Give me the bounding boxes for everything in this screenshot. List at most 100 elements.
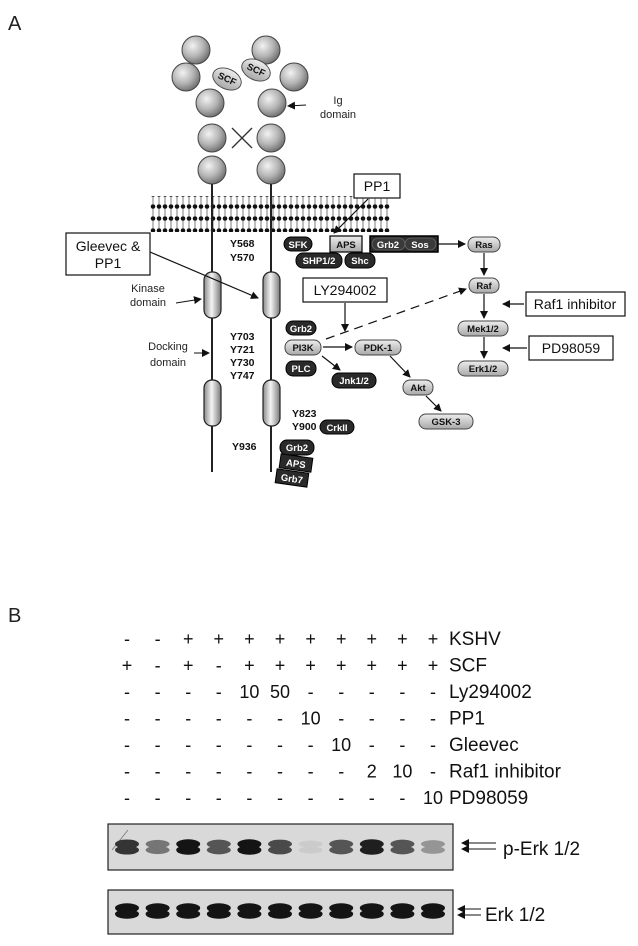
residue-label: Y568 [230,238,255,250]
svg-text:SHP1/2: SHP1/2 [303,256,336,267]
treatment-cell: + [305,656,316,676]
blot-label: p-Erk 1/2 [503,839,580,860]
kinase-domain [262,271,281,319]
treatment-cell: + [397,629,408,649]
treatment-cell: - [124,682,130,702]
blot-band [115,845,139,855]
svg-text:Grb2: Grb2 [290,324,312,335]
treatment-cell: - [155,762,161,782]
treatment-cell: - [277,762,283,782]
blot-band [145,909,170,919]
treatment-cell: - [216,762,222,782]
treatment-cell: - [216,735,222,755]
treatment-cell: - [338,709,344,729]
scf-ligand: SCF [241,58,271,82]
svg-text:Grb2: Grb2 [286,443,308,454]
blot-band [176,845,201,855]
inhibitor-pp1: PP1 [333,173,401,234]
svg-text:Raf: Raf [476,281,492,292]
inhibitor-ly294002: LY294002 [302,277,388,332]
condition-label: PP1 [449,709,485,730]
kinase-domain [262,379,281,427]
svg-text:PP1: PP1 [364,178,391,194]
molecule-aps: APS [329,235,363,253]
kinase-domain [203,379,222,427]
treatment-cell: - [399,709,405,729]
blot-band [237,845,262,855]
treatment-cell: + [275,629,286,649]
scf-ligand: SCF [212,67,242,91]
molecule-aps-bottom: APS [278,453,314,473]
svg-text:PDK-1: PDK-1 [364,343,393,354]
treatment-cell: 2 [367,762,377,782]
treatment-cell: - [124,762,130,782]
condition-label: KSHV [449,629,501,650]
blot-erk: Erk 1/2 [107,889,545,935]
treatment-cell: - [246,788,252,808]
treatment-cell: - [277,709,283,729]
treatment-cell: + [244,656,255,676]
molecule-grb2: Grb2 [285,320,317,336]
treatment-cell: - [246,735,252,755]
blot-band [145,845,170,855]
svg-text:Sos: Sos [411,240,428,251]
ig-label: Ig [333,95,342,107]
blot-band [390,839,415,849]
blot-band [359,909,384,919]
blot-label: Erk 1/2 [485,905,545,926]
molecule-plc: PLC [285,360,317,377]
molecule-akt: Akt [402,379,434,396]
blot-band [329,845,354,855]
treatment-cell: + [244,629,255,649]
residue-label: Y823 [292,408,317,420]
treatment-cell: + [183,656,194,676]
treatment-cell: - [369,682,375,702]
treatment-cell: - [308,762,314,782]
treatment-cell: - [155,735,161,755]
residue-label: Y747 [230,370,255,382]
kinase-domain [203,271,222,319]
blot-band [206,839,231,849]
svg-text:PD98059: PD98059 [542,340,601,356]
treatment-cell: - [124,629,130,649]
treatment-cell: + [428,629,439,649]
svg-text:Shc: Shc [351,256,368,267]
condition-label: Ly294002 [449,682,532,703]
molecule-raf: Raf [468,277,500,294]
condition-label: Gleevec [449,735,519,756]
dimer-cross [231,127,253,149]
treatment-cell: - [277,788,283,808]
treatment-cell: - [246,762,252,782]
molecule-erk: Erk1/2 [457,360,509,377]
treatment-cell: - [155,788,161,808]
svg-text:Grb7: Grb7 [280,472,304,486]
treatment-cell: - [155,656,161,676]
svg-text:PI3K: PI3K [292,343,313,354]
treatment-cell: - [369,788,375,808]
svg-text:SFK: SFK [289,240,308,251]
kinase-domain-label: domain [130,297,166,309]
treatment-cell: - [246,709,252,729]
molecule-shc: Shc [344,252,376,269]
treatment-cell: - [338,762,344,782]
treatment-cell: - [399,682,405,702]
treatment-cell: + [367,656,378,676]
treatment-cell: + [122,656,133,676]
svg-text:Jnk1/2: Jnk1/2 [339,376,369,387]
ig-label: domain [320,109,356,121]
treatment-cell: + [336,656,347,676]
treatment-cell: + [428,656,439,676]
svg-text:CrkII: CrkII [326,423,347,434]
treatment-cell: - [185,682,191,702]
svg-text:Gleevec &: Gleevec & [76,238,141,254]
molecule-crkii: CrkII [319,419,355,435]
docking-domain-label: domain [150,357,186,369]
blot-band [298,840,323,848]
treatment-grid: - - + + + + + + + + + KSHV+ - + - + + + + + + + SCF- - - -10 50- - -… [122,629,562,809]
blot-band [421,909,445,919]
molecule-pi3k: PI3K [284,339,322,356]
panel-a-letter: A [8,13,22,35]
blot-band [268,909,292,919]
treatment-cell: - [430,682,436,702]
svg-text:PLC: PLC [292,364,311,375]
